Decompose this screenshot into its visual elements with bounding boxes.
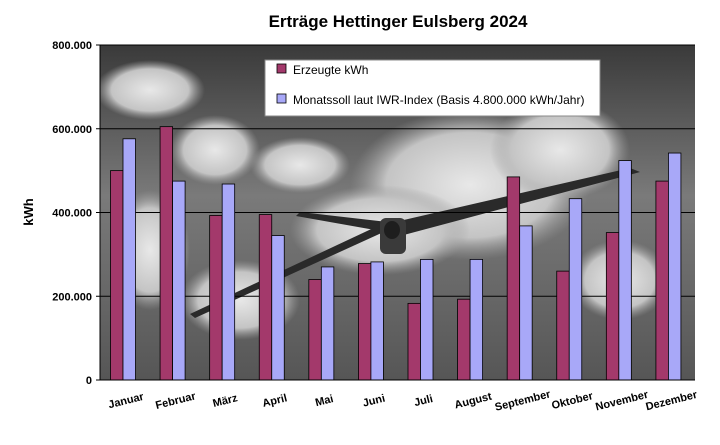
y-tick-label: 800.000: [52, 40, 92, 52]
x-tick-label: März: [212, 392, 240, 410]
bars: [110, 126, 682, 381]
bar-erzeugt: [457, 298, 471, 381]
legend-box: [264, 59, 601, 117]
legend: Erzeugte kWh Monatssoll laut IWR-Index (…: [264, 59, 601, 117]
x-tick-labels: Januar Februar März April Mai Juni Juli August S…: [107, 388, 699, 414]
bar-erzeugt: [159, 126, 173, 381]
y-tick-label: 400.000: [52, 208, 92, 220]
bar-erzeugt: [407, 302, 421, 381]
x-tick-label: Dezember: [645, 389, 700, 414]
legend-label-erzeugt: Erzeugte kWh: [293, 63, 368, 77]
bar-erzeugt: [655, 180, 669, 381]
bar-monatssoll: [519, 225, 533, 381]
bar-monatssoll: [122, 138, 136, 381]
bar-monatssoll: [320, 266, 335, 381]
x-tick-label: Februar: [154, 390, 197, 412]
bar-monatssoll: [370, 261, 384, 381]
x-tick-label: Juli: [413, 393, 434, 409]
x-tick-label: November: [594, 389, 650, 414]
x-tick-label: Juni: [362, 393, 387, 410]
bar-monatssoll: [469, 258, 483, 381]
bar-monatssoll: [420, 258, 434, 381]
x-tick-label: September: [494, 388, 553, 414]
legend-swatch-monatssoll: [276, 93, 287, 104]
bar-erzeugt: [258, 214, 273, 381]
x-tick-label: Mai: [314, 393, 335, 409]
bar-erzeugt: [506, 176, 521, 381]
bar-erzeugt: [308, 279, 322, 381]
bar-monatssoll: [271, 235, 285, 381]
bar-erzeugt: [358, 263, 372, 381]
x-tick-label: August: [453, 391, 493, 412]
bar-monatssoll: [172, 180, 186, 381]
chart-title: Erträge Hettinger Eulsberg 2024: [269, 12, 528, 31]
bar-monatssoll: [668, 152, 682, 381]
bar-monatssoll: [618, 160, 632, 381]
bar-monatssoll: [568, 198, 583, 381]
y-tick-label: 200.000: [52, 291, 92, 303]
y-tick-label: 0: [86, 375, 92, 387]
legend-swatch-erzeugt: [276, 63, 287, 74]
y-tick-label: 600.000: [52, 124, 92, 136]
gridlines: [100, 44, 695, 297]
bar-erzeugt: [110, 170, 124, 381]
bar-monatssoll: [221, 183, 236, 381]
bar-erzeugt: [556, 270, 570, 381]
x-tick-label: April: [261, 392, 288, 410]
y-axis-label: kWh: [21, 198, 36, 226]
x-tick-label: Januar: [107, 391, 146, 412]
y-tick-labels: 0 200.000 400.000 600.000 800.000: [52, 40, 100, 387]
legend-label-monatssoll: Monatssoll laut IWR-Index (Basis 4.800.0…: [293, 93, 584, 107]
bar-erzeugt: [209, 215, 223, 381]
bar-erzeugt: [605, 232, 620, 381]
x-tick-label: Oktober: [550, 390, 595, 412]
